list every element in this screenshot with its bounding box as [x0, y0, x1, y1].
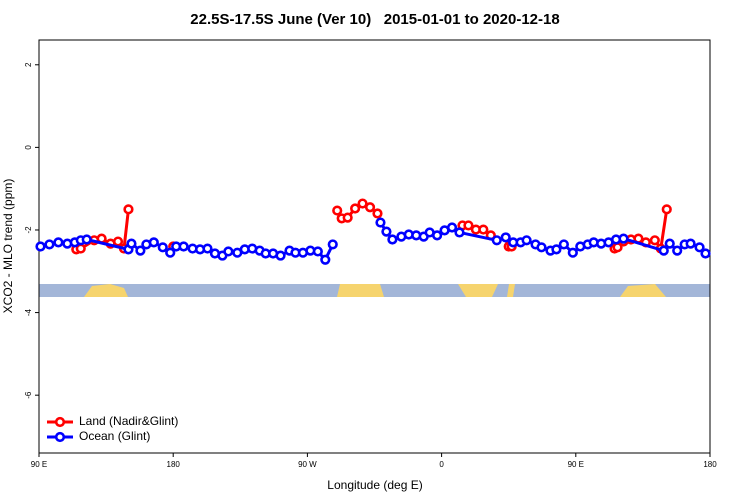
- x-axis-label: Longitude (deg E): [327, 478, 422, 492]
- data-point: [327, 239, 338, 250]
- data-point: [694, 242, 705, 253]
- y-tick-label: -2: [24, 226, 33, 234]
- data-point: [661, 204, 672, 215]
- data-point: [364, 202, 376, 213]
- data-point: [126, 238, 137, 249]
- data-point: [618, 233, 629, 244]
- data-point: [536, 242, 547, 253]
- data-point: [685, 238, 696, 249]
- y-tick-label: -6: [24, 391, 33, 399]
- land-band: [84, 284, 128, 297]
- data-point: [567, 247, 578, 258]
- land-band: [620, 284, 666, 297]
- data-point: [275, 250, 286, 261]
- x-tick-label: 180: [167, 460, 181, 469]
- legend-label: Ocean (Glint): [79, 429, 150, 443]
- data-point: [148, 237, 159, 248]
- data-point: [202, 243, 213, 254]
- y-axis-label: XCO2 - MLO trend (ppm): [1, 179, 15, 314]
- data-point: [375, 217, 386, 228]
- legend-marker: [54, 416, 66, 428]
- data-point: [658, 245, 669, 256]
- land-band: [507, 284, 515, 297]
- y-tick-label: -4: [24, 308, 33, 316]
- data-point: [350, 203, 361, 214]
- data-point: [558, 239, 569, 250]
- data-point: [223, 246, 234, 257]
- data-point: [387, 234, 398, 245]
- data-point: [372, 208, 383, 219]
- y-tick-label: 0: [24, 145, 33, 150]
- data-point: [500, 232, 511, 243]
- x-tick-label: 90 W: [298, 460, 317, 469]
- data-point: [664, 238, 675, 249]
- data-point: [432, 230, 443, 241]
- data-point: [178, 241, 189, 252]
- data-point: [112, 236, 124, 247]
- data-point: [135, 245, 146, 256]
- x-tick-label: 90 E: [31, 460, 47, 469]
- data-point: [700, 248, 711, 259]
- chart-title: 22.5S-17.5S June (Ver 10) 2015-01-01 to …: [190, 11, 559, 28]
- data-point: [332, 205, 343, 216]
- data-point: [521, 235, 532, 246]
- data-point: [53, 237, 64, 248]
- data-point: [491, 235, 502, 246]
- land-band: [337, 284, 384, 297]
- land-band: [458, 284, 498, 297]
- data-point: [454, 227, 465, 238]
- data-point: [551, 244, 562, 255]
- data-point: [672, 245, 683, 256]
- data-point: [320, 254, 331, 265]
- data-point: [123, 204, 134, 215]
- x-tick-label: 0: [439, 460, 444, 469]
- data-point: [446, 222, 458, 233]
- data-point: [165, 247, 176, 258]
- surface-strip: [39, 284, 710, 297]
- data-point: [35, 241, 46, 252]
- data-point: [157, 242, 168, 253]
- data-point: [342, 212, 353, 223]
- data-point: [312, 246, 323, 257]
- data-point: [478, 224, 489, 235]
- data-point: [44, 239, 55, 250]
- y-tick-label: 2: [24, 62, 33, 67]
- data-point: [381, 226, 392, 237]
- data-point: [81, 234, 92, 245]
- legend-label: Land (Nadir&Glint): [79, 414, 178, 428]
- data-point: [357, 198, 368, 209]
- data-point: [463, 220, 474, 231]
- x-tick-label: 90 E: [568, 460, 584, 469]
- data-point: [649, 235, 660, 246]
- x-tick-label: 180: [703, 460, 717, 469]
- legend-marker: [54, 431, 66, 443]
